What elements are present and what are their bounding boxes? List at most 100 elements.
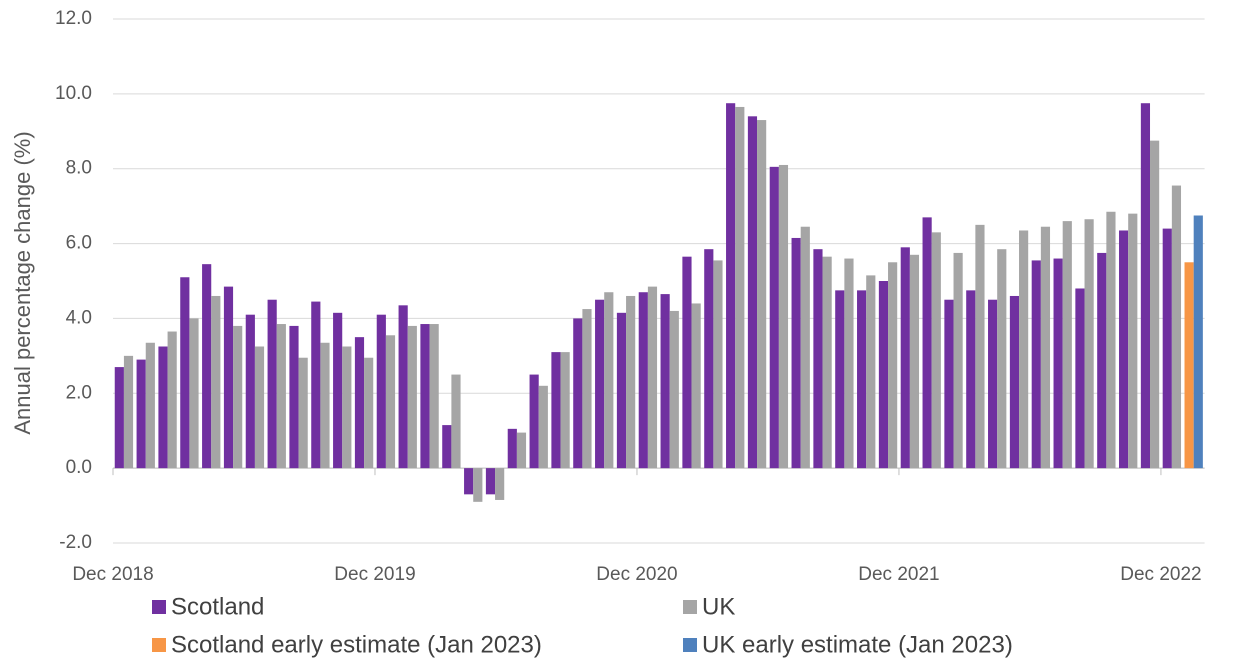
bar <box>713 260 723 469</box>
bar <box>747 116 758 469</box>
bar <box>866 275 876 469</box>
y-tick-label: 6.0 <box>66 233 92 254</box>
bar <box>922 217 932 469</box>
legend-label: Scotland <box>171 593 264 620</box>
bar <box>844 258 854 469</box>
bar <box>333 312 343 469</box>
bar <box>114 367 124 469</box>
y-tick-label: 4.0 <box>66 307 92 328</box>
bar <box>1053 258 1063 469</box>
bar <box>1040 226 1051 469</box>
bar <box>451 374 461 469</box>
bar <box>704 249 714 469</box>
bar <box>267 299 277 469</box>
legend-label: Scotland early estimate (Jan 2023) <box>171 631 542 658</box>
bar <box>1084 219 1094 469</box>
bar <box>800 226 810 469</box>
bar <box>595 299 605 469</box>
bar <box>180 277 190 469</box>
bar <box>931 232 941 469</box>
bar <box>691 303 701 469</box>
bar <box>626 295 636 469</box>
bar <box>398 305 408 469</box>
bar <box>364 357 374 469</box>
bar <box>1019 230 1029 469</box>
bar <box>1162 228 1172 469</box>
legend-swatch <box>683 638 697 652</box>
bar <box>769 166 779 469</box>
bar <box>604 292 614 469</box>
y-tick-label: 12.0 <box>55 8 92 29</box>
bar <box>1193 215 1203 469</box>
x-tick-label: Dec 2021 <box>858 564 939 585</box>
bar <box>735 106 745 469</box>
bar <box>778 164 789 469</box>
bar <box>944 299 954 469</box>
bar <box>997 249 1007 469</box>
bar <box>202 264 212 469</box>
bar <box>136 359 146 469</box>
bar <box>616 312 627 469</box>
bar <box>1128 213 1138 469</box>
bar <box>1106 211 1116 469</box>
bar <box>1140 103 1151 469</box>
bar <box>1184 262 1194 469</box>
y-tick-label: 2.0 <box>66 382 92 403</box>
bar <box>988 299 998 469</box>
bar <box>298 357 308 469</box>
bar <box>516 432 527 469</box>
bar <box>354 337 365 469</box>
legend-swatch <box>152 638 166 652</box>
bar <box>233 325 243 469</box>
bar <box>385 335 396 469</box>
bar <box>158 346 168 469</box>
bar <box>320 342 330 469</box>
bar <box>1119 230 1129 469</box>
bar <box>167 331 177 469</box>
bar <box>813 249 823 469</box>
bar <box>573 318 583 469</box>
bar <box>757 120 767 469</box>
bar <box>835 290 845 469</box>
x-tick-label: Dec 2020 <box>596 564 677 585</box>
bar <box>551 352 561 469</box>
bar <box>145 342 155 469</box>
y-tick-label: 10.0 <box>55 83 92 104</box>
bar <box>420 324 430 469</box>
bar <box>342 346 352 469</box>
bar <box>1150 140 1160 469</box>
bar <box>464 468 474 495</box>
bar <box>822 256 832 469</box>
bar <box>473 468 483 502</box>
bar <box>1031 260 1041 469</box>
y-tick-label: 8.0 <box>66 158 92 179</box>
bar <box>123 355 134 469</box>
y-axis-title: Annual percentage change (%) <box>10 131 35 434</box>
bar <box>442 425 452 469</box>
legend-label: UK early estimate (Jan 2023) <box>702 631 1013 658</box>
bar <box>726 103 736 469</box>
y-tick-label: -2.0 <box>59 532 92 553</box>
bar <box>953 252 963 469</box>
bar <box>1075 288 1085 469</box>
bar <box>1171 185 1182 469</box>
x-tick-label: Dec 2019 <box>334 564 415 585</box>
bar <box>254 346 265 469</box>
bar <box>376 314 386 469</box>
bar <box>211 295 221 469</box>
bar <box>485 468 496 495</box>
legend-swatch <box>683 600 697 614</box>
bar <box>647 286 658 469</box>
bar <box>223 286 234 469</box>
bar <box>311 301 321 469</box>
bar <box>1097 252 1107 469</box>
bar <box>682 256 692 469</box>
legend-label: UK <box>702 593 735 620</box>
bar <box>407 325 417 469</box>
bar <box>289 325 299 469</box>
bar <box>538 385 548 469</box>
bar <box>560 352 570 469</box>
bar <box>791 237 801 469</box>
x-tick-label: Dec 2022 <box>1120 564 1201 585</box>
